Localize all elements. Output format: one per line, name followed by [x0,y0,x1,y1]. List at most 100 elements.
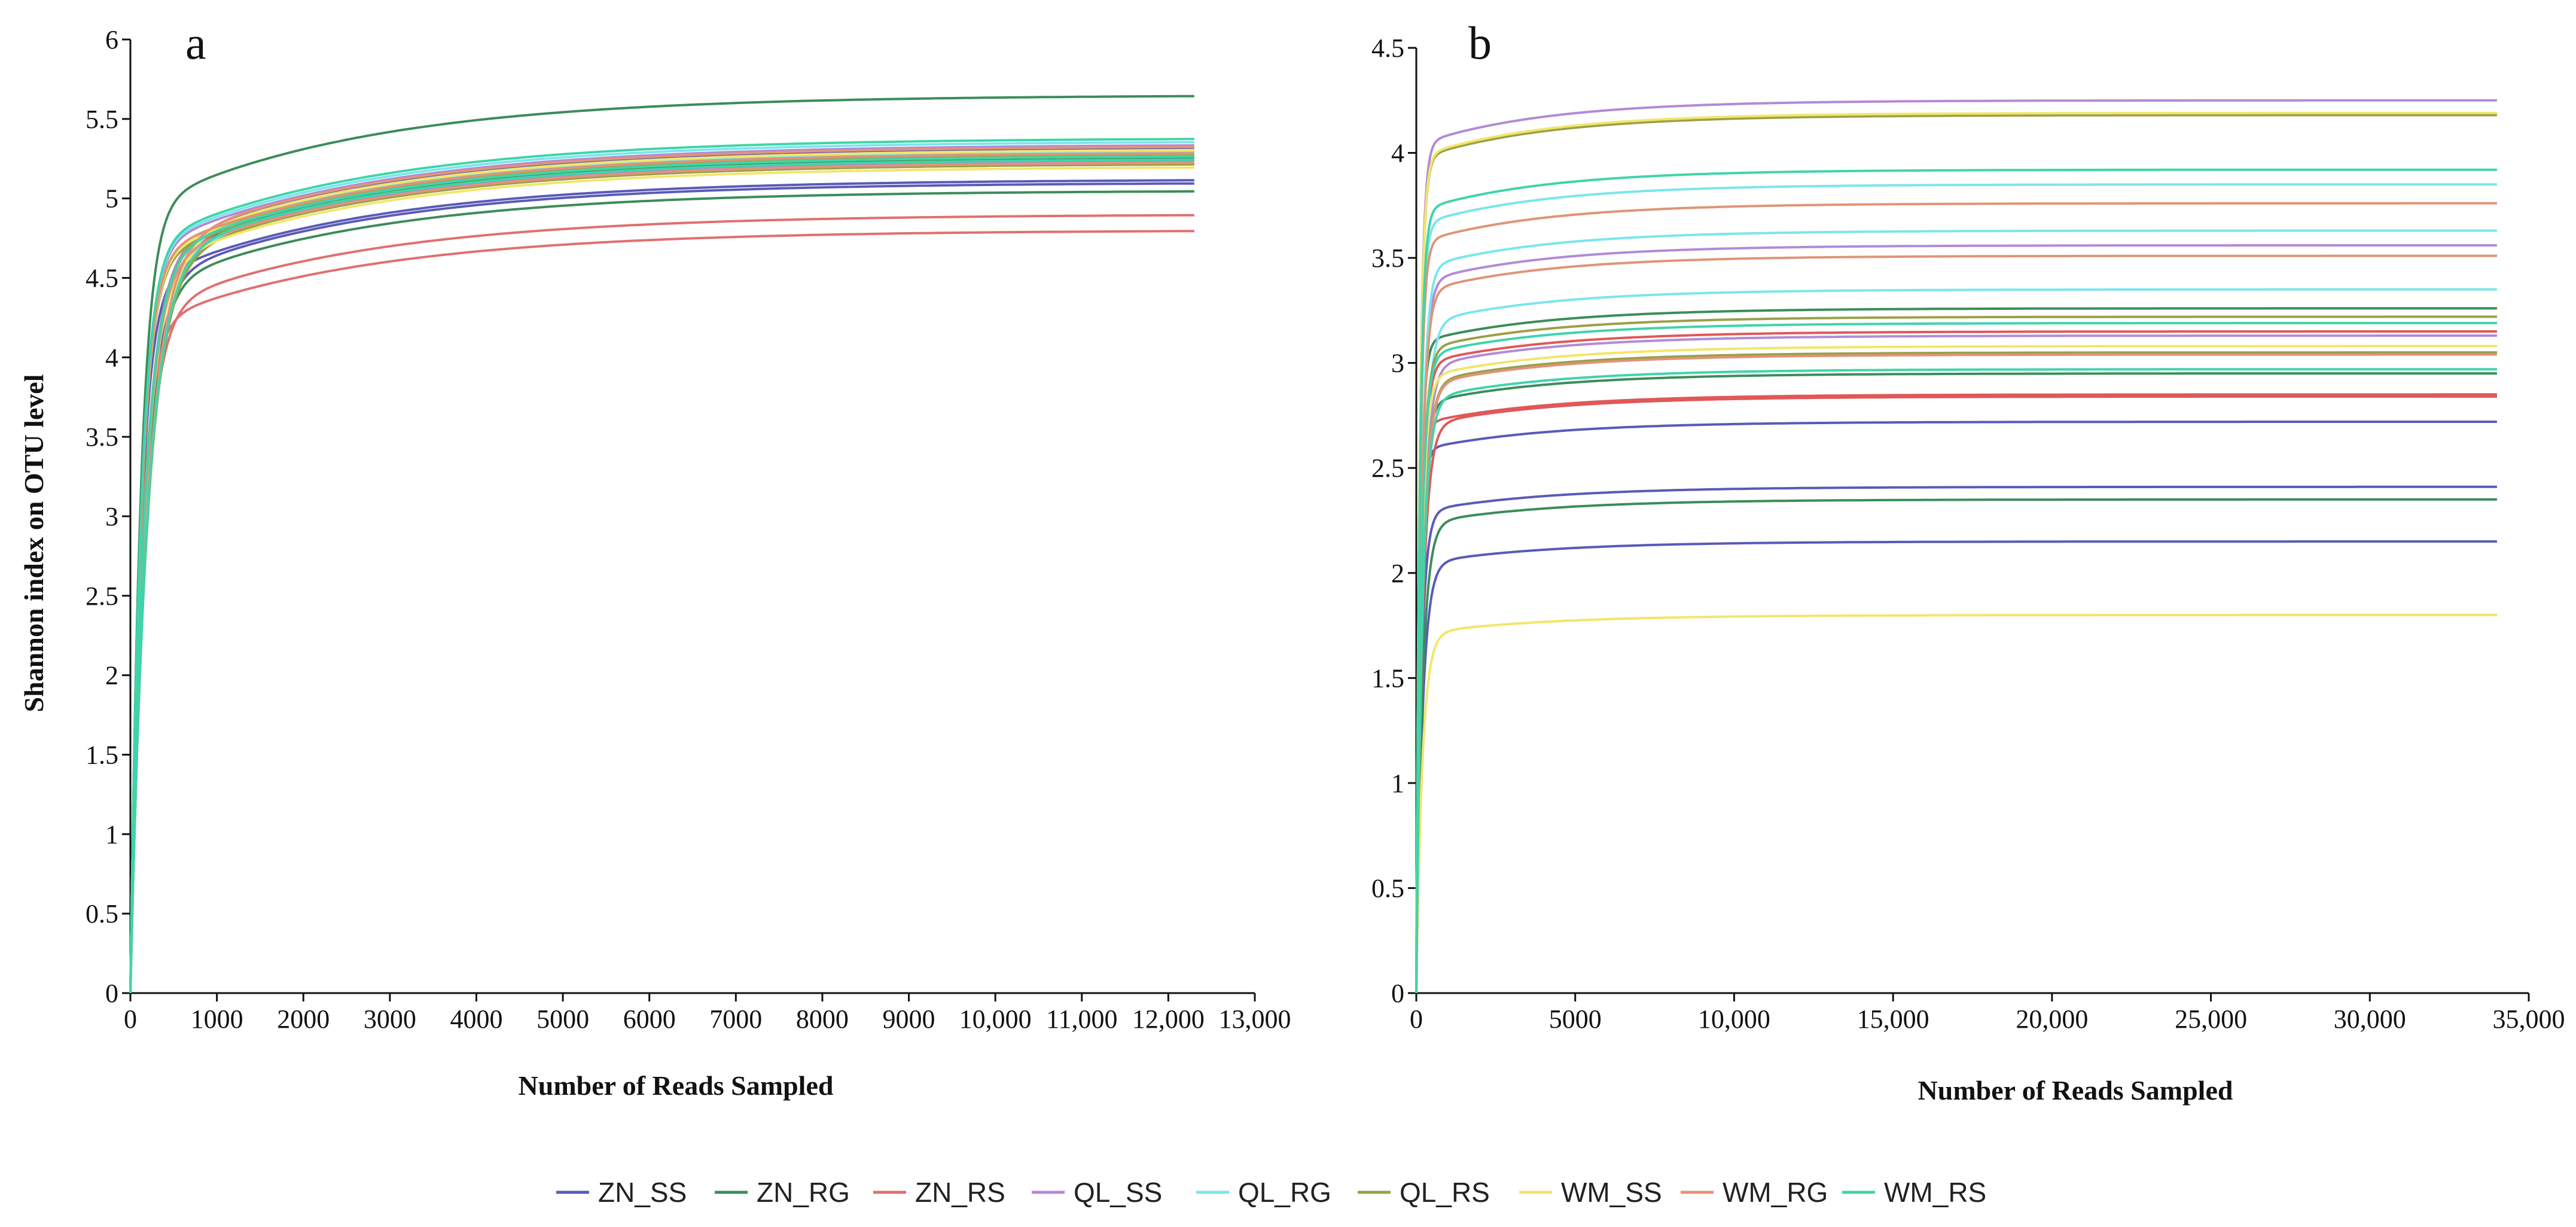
panel-a-curve-wm-rg [129,145,1194,994]
panel-b-y-tick-label: 2.5 [1371,453,1404,483]
legend-label: QL_SS [1074,1177,1162,1208]
panel-a-y-tick-label: 6 [105,25,118,54]
panel-b-curve-zn-rg [1415,307,2497,993]
panel-b-curve-zn-rs [1415,330,2497,993]
panel-b-curve-wm-ss [1415,345,2497,993]
panel-a-curve-zn-rs [129,230,1194,994]
panel-a-curve-zn-rg [129,157,1194,994]
panel-a-curve-ql-ss [129,144,1194,994]
panel-b-curve-wm-ss [1415,111,2497,993]
panel-a-y-tick-label: 1 [105,820,118,849]
panel-b-x-tick-label: 10,000 [1698,1004,1770,1034]
panel-b-curve-wm-rg [1415,254,2497,993]
panel-a-x-tick-label: 10,000 [959,1004,1032,1034]
panel-a-curve-ql-rs [129,158,1194,994]
panel-b-curve-ql-rs [1415,351,2497,993]
legend-item-zn-ss: ZN_SS [556,1177,687,1208]
panel-b-curve-ql-rg [1415,288,2497,993]
panel-b-y-tick-label: 4.5 [1371,34,1404,63]
panel-a-curve-wm-ss [129,155,1194,994]
panel-a-curve-zn-rg [129,190,1194,994]
panel-a-y-tick-label: 2 [105,661,118,690]
panel-b-curve-wm-rs [1415,322,2497,993]
legend-item-wm-ss: WM_SS [1519,1177,1662,1208]
legend-label: WM_RG [1723,1177,1828,1208]
panel-b-y-tick-label: 2 [1391,559,1404,588]
panel-a-x-tick-label: 3000 [364,1004,416,1034]
panel-b-x-tick-label: 20,000 [2016,1004,2088,1034]
panel-a-curve-zn-rs [129,153,1194,994]
panel-b-curve-ql-ss [1415,334,2497,993]
panel-a-curve-wm-ss [129,166,1194,994]
legend-label: ZN_RS [915,1177,1005,1208]
panel-b-curve-wm-rs [1415,368,2497,994]
panel-a-y-tick-label: 3 [105,502,118,531]
panel-b-curve-wm-rs [1415,168,2497,993]
panel-a-curve-wm-rg [129,162,1194,994]
panel-b-x-tick-label: 0 [1410,1004,1423,1034]
panel-b-y-tick-label: 1 [1391,769,1404,798]
panel-b-curve-ql-rg [1415,229,2497,993]
panel-a-curve-ql-rg [129,141,1194,994]
panel-b-y-tick-label: 4 [1391,139,1404,168]
panel-a-curve-ql-rs [129,153,1194,994]
panel-b-x-axis-title: Number of Reads Sampled [1918,1075,2233,1106]
panel-b-curve-zn-rg [1415,498,2497,994]
legend-label: WM_RS [1884,1177,1986,1208]
panel-b-curve-wm-ss [1415,614,2497,994]
legend-item-zn-rg: ZN_RG [715,1177,850,1208]
panel-a-x-tick-label: 8000 [796,1004,849,1034]
panel-b-x-tick-label: 5000 [1549,1004,1602,1034]
panel-a-y-axis-title: Shannon index on OTU level [19,375,49,713]
panel-a-curve-ql-ss [129,160,1194,994]
panel-a-letter: a [185,17,206,69]
panel-a-curve-ql-rg [129,163,1194,994]
panel-b-curve-zn-rs [1415,395,2497,994]
panel-a-x-tick-label: 2000 [277,1004,330,1034]
legend-item-zn-rs: ZN_RS [873,1177,1005,1208]
panel-b-y-tick-label: 1.5 [1371,663,1404,693]
panel-a-curve-zn-ss [129,182,1194,994]
panel-a-x-tick-label: 4000 [450,1004,502,1034]
panel-b-curve-ql-ss [1415,244,2497,993]
panel-a-y-tick-label: 4.5 [86,264,118,293]
panel-a-y-tick-label: 3.5 [86,422,118,452]
panel-a-x-tick-label: 1000 [191,1004,243,1034]
panel-b-curve-zn-rs [1415,393,2497,993]
panel-b-y-tick-label: 0 [1391,979,1404,1008]
panel-b-curve-ql-rs [1415,114,2497,993]
panel-a-x-tick-label: 13,000 [1219,1004,1291,1034]
legend-item-ql-ss: QL_SS [1032,1177,1162,1208]
panel-a-x-tick-label: 5000 [536,1004,589,1034]
panel-b-curve-zn-ss [1415,485,2497,993]
panel-a-x-tick-label: 6000 [623,1004,676,1034]
panel-b-x-tick-label: 30,000 [2334,1004,2406,1034]
panel-a-curve-zn-ss [129,179,1194,994]
panel-a-curve-wm-rs [129,155,1194,994]
legend-label: WM_SS [1561,1177,1662,1208]
panel-a-x-tick-label: 0 [124,1004,137,1034]
legend-item-wm-rg: WM_RG [1681,1177,1828,1208]
panel-b-letter: b [1468,17,1492,69]
panel-a-curve-zn-ss [129,147,1194,994]
panel-b-y-tick-label: 3 [1391,349,1404,378]
panel-b: b Number of Reads Sampled 0 0.5 1 1.5 2 2.5 3 3… [1371,17,2565,1106]
panel-a-curve-zn-rg [129,95,1194,994]
panel-a-curve-wm-rs [129,158,1194,994]
panel-a: a Shannon index on OTU level Number of R… [19,17,1291,1101]
panel-a-x-tick-label: 11,000 [1046,1004,1117,1034]
panel-b-curve-ql-ss [1415,99,2497,993]
panel-a-y-tick-label: 0 [105,979,118,1008]
panel-a-curve-ql-rs [129,163,1194,994]
panel-a-y-tick-label: 2.5 [86,581,118,611]
panel-b-curve-zn-rg [1415,372,2497,993]
panel-b-x-tick-label: 35,000 [2493,1004,2565,1034]
panel-b-y-tick-label: 0.5 [1371,873,1404,903]
panel-b-curve-zn-ss [1415,540,2497,994]
panel-b-x-tick-label: 15,000 [1857,1004,1929,1034]
panel-a-curve-zn-rs [129,214,1194,994]
panel-a-y-tick-label: 0.5 [86,899,118,928]
legend: ZN_SS ZN_RG ZN_RS QL_SS QL_RG QL_RS WM_SS WM_RG… [556,1177,1986,1208]
panel-a-y-tick-label: 5 [105,184,118,214]
